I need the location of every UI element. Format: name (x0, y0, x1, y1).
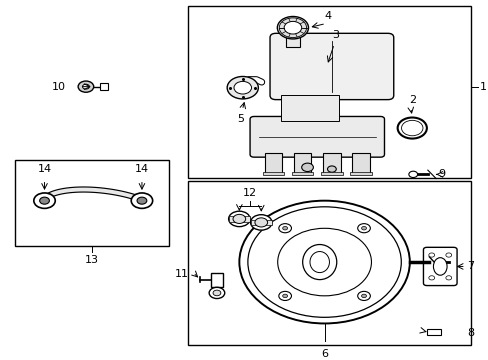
Circle shape (234, 81, 251, 94)
Circle shape (357, 224, 369, 233)
Text: 4: 4 (323, 11, 330, 21)
Bar (228, 216, 249, 222)
Circle shape (277, 228, 371, 296)
Circle shape (137, 197, 146, 204)
Circle shape (408, 171, 417, 177)
Circle shape (34, 193, 55, 208)
Circle shape (239, 201, 409, 323)
Text: 14: 14 (38, 165, 52, 174)
Ellipse shape (432, 258, 446, 275)
Circle shape (254, 218, 267, 227)
Circle shape (428, 253, 434, 257)
Circle shape (428, 276, 434, 280)
Circle shape (78, 81, 94, 92)
Text: 1: 1 (479, 82, 486, 92)
Circle shape (209, 287, 224, 298)
Circle shape (40, 197, 49, 204)
Text: 2: 2 (408, 95, 415, 105)
Text: 8: 8 (467, 328, 473, 338)
Circle shape (282, 294, 287, 298)
Circle shape (357, 291, 369, 301)
Text: 11: 11 (175, 269, 189, 279)
Bar (15, 160, 168, 246)
Circle shape (278, 224, 291, 233)
Text: 5: 5 (237, 114, 244, 124)
Circle shape (282, 226, 287, 230)
Circle shape (401, 120, 422, 136)
Circle shape (301, 163, 313, 172)
Bar (211, 273, 223, 287)
Ellipse shape (302, 244, 336, 280)
Circle shape (361, 226, 366, 230)
Bar (291, 172, 313, 175)
Text: 6: 6 (321, 349, 327, 359)
Bar (352, 153, 369, 174)
Bar (323, 153, 340, 174)
Circle shape (278, 291, 291, 301)
Circle shape (361, 294, 366, 298)
Text: 7: 7 (467, 261, 473, 271)
Circle shape (277, 17, 308, 39)
Circle shape (327, 166, 336, 172)
Text: 10: 10 (51, 82, 65, 92)
Bar (350, 172, 371, 175)
Text: 14: 14 (135, 165, 149, 174)
Text: 13: 13 (85, 255, 99, 265)
Circle shape (445, 253, 451, 257)
Circle shape (247, 207, 401, 317)
Bar (188, 6, 470, 178)
FancyBboxPatch shape (269, 33, 393, 100)
Circle shape (284, 21, 301, 34)
Bar (264, 153, 282, 174)
Bar (100, 84, 108, 90)
Circle shape (131, 193, 152, 208)
Circle shape (397, 117, 426, 139)
Text: 12: 12 (243, 188, 257, 198)
Circle shape (213, 290, 221, 296)
Bar (280, 95, 339, 121)
Text: 3: 3 (331, 30, 338, 40)
Bar (262, 172, 284, 175)
Text: 9: 9 (437, 169, 444, 179)
FancyBboxPatch shape (249, 117, 384, 157)
Circle shape (445, 276, 451, 280)
Ellipse shape (309, 252, 329, 273)
Circle shape (228, 211, 249, 227)
FancyBboxPatch shape (423, 247, 456, 285)
Circle shape (227, 76, 258, 99)
Bar (426, 329, 440, 335)
Bar (293, 153, 311, 174)
Bar (250, 220, 271, 225)
Bar (285, 33, 299, 47)
Bar (321, 172, 342, 175)
Bar (188, 181, 470, 345)
Circle shape (233, 214, 245, 224)
Circle shape (250, 215, 271, 230)
Circle shape (82, 84, 89, 89)
